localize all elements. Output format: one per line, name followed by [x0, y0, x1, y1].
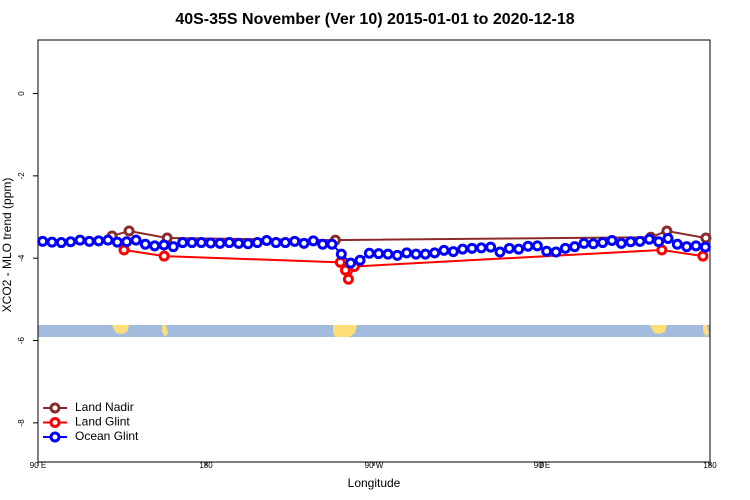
- point: [177, 237, 189, 249]
- point: [382, 248, 394, 260]
- point: [270, 237, 282, 249]
- point: [597, 237, 609, 249]
- map-strip: [38, 325, 710, 337]
- point: [83, 235, 95, 247]
- point: [223, 237, 235, 249]
- y-tick-label: -2: [17, 172, 26, 180]
- point: [494, 246, 506, 258]
- point: [587, 238, 599, 250]
- legend-marker: [49, 402, 61, 414]
- point: [578, 237, 590, 249]
- point: [615, 237, 627, 249]
- point: [429, 247, 441, 259]
- point: [242, 238, 254, 250]
- point: [541, 245, 553, 257]
- point: [391, 249, 403, 261]
- legend-label: Land Nadir: [75, 400, 134, 414]
- point: [158, 239, 170, 251]
- point: [326, 238, 338, 250]
- point: [438, 244, 450, 256]
- legend-label: Ocean Glint: [75, 429, 139, 443]
- x-tick-label: 90 W: [365, 461, 384, 470]
- point: [65, 236, 77, 248]
- point: [559, 242, 571, 254]
- point: [317, 238, 329, 250]
- point: [531, 240, 543, 252]
- point: [307, 235, 319, 247]
- point: [354, 254, 366, 266]
- point: [697, 250, 709, 262]
- point: [139, 238, 151, 250]
- point: [363, 247, 375, 259]
- point: [121, 236, 133, 248]
- point: [466, 242, 478, 254]
- point: [447, 246, 459, 258]
- point: [335, 248, 347, 260]
- point: [342, 273, 354, 285]
- point: [214, 237, 226, 249]
- point: [289, 235, 301, 247]
- point: [111, 236, 123, 248]
- point: [279, 237, 291, 249]
- point: [261, 235, 273, 247]
- y-tick-label: -4: [17, 254, 26, 262]
- point: [410, 248, 422, 260]
- x-axis-label: Longitude: [348, 476, 401, 490]
- point: [606, 235, 618, 247]
- point: [625, 236, 637, 248]
- point: [569, 241, 581, 253]
- point: [345, 257, 357, 269]
- point: [401, 247, 413, 259]
- y-tick-label: -6: [17, 336, 26, 344]
- point: [167, 241, 179, 253]
- legend-label: Land Glint: [75, 415, 130, 429]
- point: [149, 240, 161, 252]
- point: [373, 248, 385, 260]
- point: [513, 243, 525, 255]
- x-tick-label: 90 E: [30, 461, 46, 470]
- chart-title: 40S-35S November (Ver 10) 2015-01-01 to …: [175, 11, 574, 28]
- y-tick-label: 0: [17, 91, 26, 96]
- point: [37, 235, 49, 247]
- legend-marker: [49, 431, 61, 443]
- point: [419, 248, 431, 260]
- point: [93, 235, 105, 247]
- point: [195, 237, 207, 249]
- point: [475, 242, 487, 254]
- point: [46, 236, 58, 248]
- x-tick-label: 180: [199, 461, 213, 470]
- y-axis-label: XCO2 - MLO trend (ppm): [0, 178, 14, 313]
- point: [130, 234, 142, 246]
- point: [251, 237, 263, 249]
- point: [662, 232, 674, 244]
- y-tick-label: -8: [17, 419, 26, 427]
- point: [485, 241, 497, 253]
- point: [298, 237, 310, 249]
- point: [457, 243, 469, 255]
- legend-marker: [49, 417, 61, 428]
- point: [503, 242, 515, 254]
- point: [522, 240, 534, 252]
- point: [643, 233, 655, 245]
- point: [74, 234, 86, 246]
- point: [699, 241, 711, 253]
- point: [653, 236, 665, 248]
- point: [634, 235, 646, 247]
- point: [681, 241, 693, 253]
- point: [671, 238, 683, 250]
- point: [233, 237, 245, 249]
- point: [700, 232, 712, 244]
- point: [102, 234, 114, 246]
- point: [55, 237, 67, 249]
- point: [205, 237, 217, 249]
- point: [550, 246, 562, 258]
- x-tick-label: 180: [703, 461, 717, 470]
- point: [186, 237, 198, 249]
- point: [690, 240, 702, 252]
- point: [123, 225, 135, 237]
- point: [339, 264, 351, 276]
- point: [158, 250, 170, 262]
